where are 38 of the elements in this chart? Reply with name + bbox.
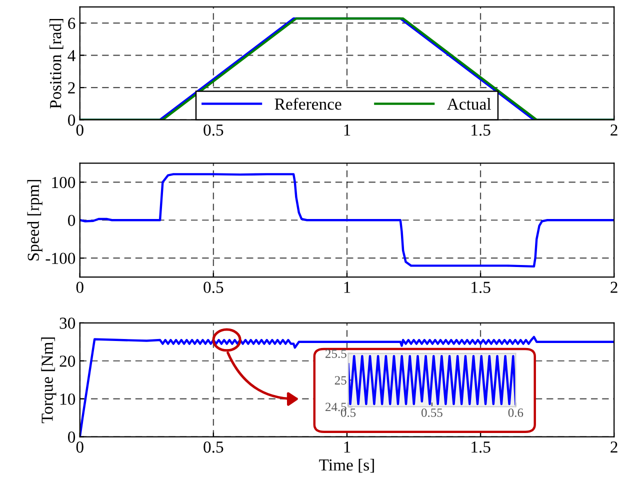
y-tick-label: 100: [52, 176, 76, 188]
y-tick-label: 0: [68, 114, 76, 126]
x-tick-label: 2: [610, 282, 618, 293]
y-tick-label: 25: [334, 376, 346, 385]
x-tick-label: 0.5: [204, 441, 224, 453]
x-axis-title: Time [s]: [319, 458, 374, 473]
y-tick-label: 10: [60, 394, 76, 405]
x-tick-label: 0.5: [204, 282, 224, 294]
y-tick-label: 0: [68, 431, 76, 443]
x-tick-label: 1: [344, 124, 350, 136]
x-tick-label: 2: [610, 124, 618, 136]
y-tick-label: 2: [68, 82, 75, 94]
x-tick-label: 1.5: [472, 282, 490, 294]
x-tick-label: 1: [344, 282, 350, 293]
x-tick-label: 0.6: [508, 408, 524, 417]
y-axis-title: Speed [rpm]: [27, 180, 42, 260]
x-tick-label: 0: [76, 282, 84, 293]
y-tick-label: 20: [60, 356, 76, 367]
x-tick-label: 1.5: [472, 442, 490, 453]
y-axis-title: Position [rad]: [49, 18, 64, 108]
legend-label: Actual: [447, 98, 491, 110]
y-tick-label: 30: [60, 318, 76, 329]
x-tick-label: 1: [344, 442, 350, 453]
y-tick-label: -100: [46, 252, 76, 264]
line-series: [80, 173, 614, 268]
line-series: [348, 355, 516, 406]
x-tick-label: 1.5: [472, 124, 490, 136]
y-tick-label: 25.5: [326, 350, 346, 358]
y-axis-title: Torque [Nm]: [41, 337, 56, 424]
legend-label: Reference: [274, 98, 342, 110]
x-tick-label: 2: [610, 441, 618, 453]
y-tick-label: 0: [68, 214, 76, 226]
x-tick-label: 0.5: [204, 124, 224, 136]
y-tick-label: 4: [68, 50, 76, 62]
x-tick-label: 0.55: [422, 408, 442, 417]
y-tick-label: 6: [68, 18, 76, 29]
x-tick-label: 0: [76, 124, 84, 136]
x-tick-label: 0: [76, 441, 84, 453]
